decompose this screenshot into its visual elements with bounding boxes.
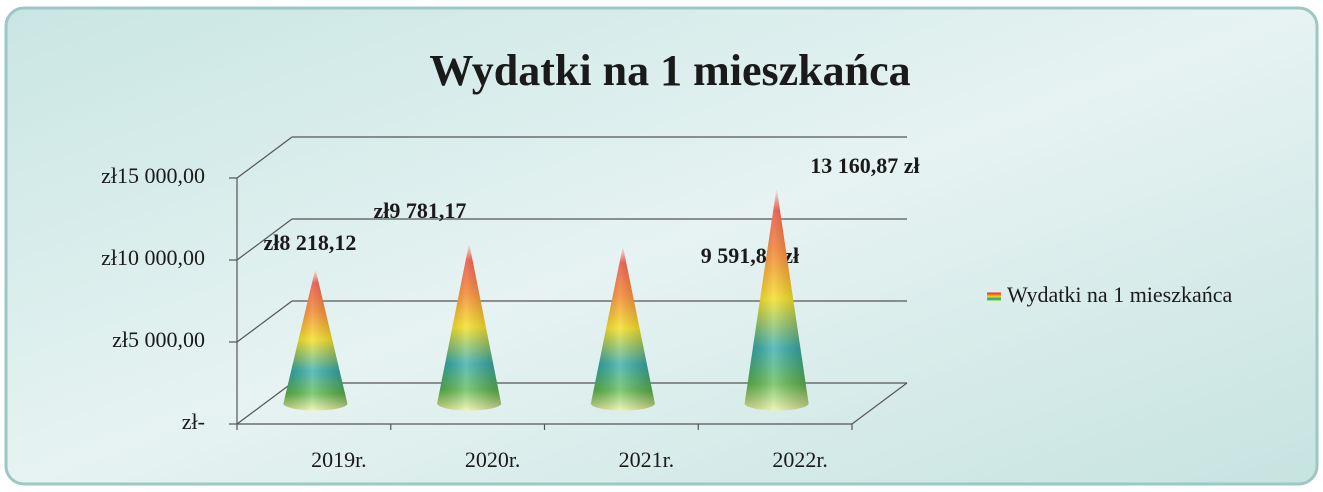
axis	[851, 382, 908, 425]
data-label: zł9 781,17	[374, 198, 467, 223]
cone-shade	[283, 268, 348, 411]
cone-shade	[744, 187, 809, 411]
grid-line	[236, 300, 293, 343]
y-tick-label: zł-	[182, 409, 205, 434]
chart-title: Wydatki na 1 mieszkańca	[429, 46, 910, 95]
x-tick-label: 2020r.	[465, 447, 521, 472]
grid-line	[236, 382, 293, 425]
legend-marker	[987, 292, 1001, 301]
data-label: zł8 218,12	[264, 230, 357, 255]
data-label: 13 160,87 zł	[810, 153, 919, 178]
cone-shade	[437, 243, 502, 411]
y-tick-label: zł5 000,00	[112, 327, 205, 352]
legend-label: Wydatki na 1 mieszkańca	[1007, 282, 1233, 307]
grid-line	[236, 136, 293, 179]
cone-shade	[590, 246, 655, 411]
x-tick-label: 2019r.	[311, 447, 367, 472]
x-tick-label: 2021r.	[619, 447, 675, 472]
y-tick-label: zł15 000,00	[101, 163, 205, 188]
x-tick-label: 2022r.	[772, 447, 828, 472]
y-tick-label: zł10 000,00	[101, 245, 205, 270]
grid-line	[236, 218, 293, 261]
